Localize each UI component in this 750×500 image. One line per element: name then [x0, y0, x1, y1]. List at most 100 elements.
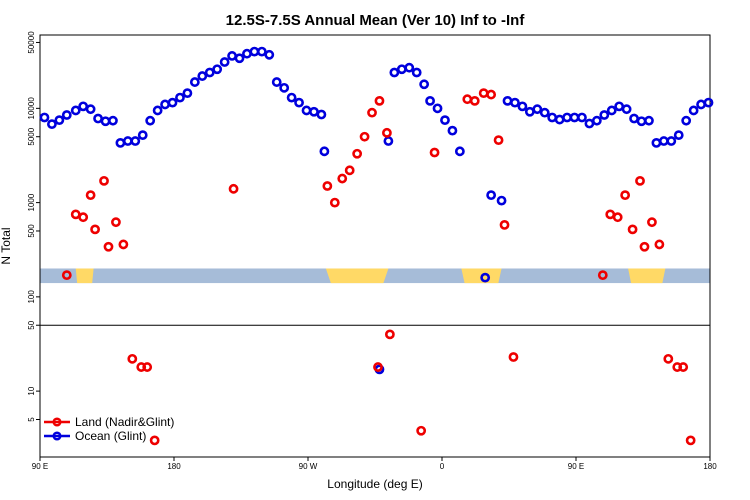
point-ocean-27 [242, 48, 252, 59]
point-ocean-58 [532, 104, 543, 115]
point-land-25 [416, 425, 427, 436]
x-axis: 90 E 180 90 W 0 90 E 180 [32, 457, 717, 471]
point-land-33 [508, 352, 519, 362]
point-ocean-60 [547, 112, 558, 123]
point-land-0 [61, 270, 72, 281]
point-ocean-41 [389, 67, 400, 78]
point-ocean-43 [404, 62, 415, 73]
map-land-segment-1 [325, 268, 389, 284]
point-land-1 [70, 209, 81, 220]
legend: Land (Nadir&Glint) Ocean (Glint) [44, 415, 174, 443]
point-ocean-78 [681, 115, 692, 126]
y-tick-label-1: 10 [27, 386, 36, 395]
point-ocean-8 [100, 116, 111, 127]
point-ocean-33 [286, 92, 297, 103]
y-tick-label-7: 10000 [27, 97, 36, 120]
point-ocean-74 [651, 137, 662, 148]
point-ocean-4 [70, 105, 81, 116]
point-land-36 [612, 212, 623, 223]
chart-title: 12.5S-7.5S Annual Mean (Ver 10) Inf to -… [226, 12, 526, 29]
point-ocean-40 [383, 136, 394, 146]
point-ocean-13 [137, 130, 148, 141]
point-land-34 [597, 270, 608, 281]
y-axis: 5 10 50 100 500 1000 5000 10000 50000 [27, 31, 40, 422]
point-ocean-51 [480, 272, 491, 283]
point-land-15 [329, 197, 340, 208]
point-ocean-57 [524, 106, 535, 117]
point-ocean-63 [569, 112, 580, 123]
point-ocean-49 [447, 125, 458, 136]
point-ocean-2 [54, 115, 65, 126]
map-land-segment-0 [75, 268, 94, 284]
point-land-31 [493, 135, 504, 146]
point-ocean-44 [411, 67, 422, 78]
point-ocean-72 [636, 116, 647, 127]
point-land-46 [685, 435, 696, 446]
point-ocean-7 [93, 113, 103, 124]
point-ocean-38 [319, 146, 330, 157]
point-ocean-6 [85, 104, 96, 115]
point-land-11 [142, 362, 153, 372]
point-land-23 [384, 329, 395, 340]
point-ocean-17 [167, 97, 178, 108]
point-ocean-69 [614, 101, 625, 112]
point-ocean-77 [673, 130, 684, 141]
point-ocean-1 [47, 119, 57, 130]
point-ocean-62 [562, 112, 572, 123]
point-land-4 [90, 224, 100, 235]
point-ocean-29 [256, 46, 267, 57]
point-ocean-19 [182, 88, 193, 99]
point-ocean-53 [496, 195, 507, 206]
data-points [39, 46, 714, 446]
point-land-29 [478, 88, 489, 99]
point-ocean-11 [122, 136, 133, 146]
point-ocean-37 [316, 109, 327, 120]
point-land-37 [620, 190, 631, 201]
y-axis-label: N Total [0, 227, 13, 264]
point-ocean-55 [510, 97, 520, 108]
legend-marker-ocean [52, 431, 62, 441]
point-ocean-20 [189, 77, 200, 87]
point-land-28 [469, 95, 480, 106]
y-tick-label-4: 500 [27, 224, 36, 238]
point-ocean-56 [517, 101, 528, 112]
point-ocean-30 [264, 49, 275, 60]
point-ocean-22 [204, 67, 215, 78]
point-ocean-61 [554, 114, 565, 125]
point-land-27 [462, 94, 473, 105]
legend-label-ocean: Ocean (Glint) [75, 429, 146, 443]
point-ocean-3 [61, 110, 72, 120]
point-ocean-71 [629, 113, 639, 124]
point-land-39 [635, 175, 645, 186]
y-tick-label-6: 5000 [27, 127, 36, 145]
legend-marker-land [52, 417, 62, 427]
point-ocean-34 [294, 97, 304, 108]
point-ocean-70 [621, 104, 632, 115]
point-land-8 [118, 239, 129, 250]
y-tick-label-8: 50000 [27, 31, 36, 54]
point-ocean-23 [212, 64, 223, 75]
point-ocean-14 [145, 115, 156, 126]
point-land-14 [322, 181, 333, 191]
point-ocean-5 [78, 101, 89, 112]
x-tick-label-3: 0 [440, 462, 445, 471]
point-ocean-42 [396, 64, 407, 75]
map-land-segment-3 [628, 268, 666, 284]
point-land-41 [647, 217, 657, 228]
y-tick-label-0: 5 [27, 417, 36, 422]
point-ocean-47 [432, 103, 443, 114]
point-ocean-24 [219, 57, 230, 67]
point-ocean-54 [502, 95, 513, 106]
x-tick-label-5: 180 [703, 462, 717, 471]
point-ocean-48 [440, 115, 450, 126]
point-ocean-32 [279, 82, 290, 93]
point-ocean-28 [249, 46, 260, 57]
point-ocean-21 [197, 71, 208, 81]
point-ocean-16 [160, 99, 170, 110]
x-tick-label-4: 90 E [568, 462, 584, 471]
point-land-43 [663, 353, 674, 364]
point-land-45 [678, 362, 689, 372]
point-ocean-46 [425, 95, 435, 106]
map-strip [40, 268, 710, 284]
point-ocean-66 [591, 115, 602, 126]
